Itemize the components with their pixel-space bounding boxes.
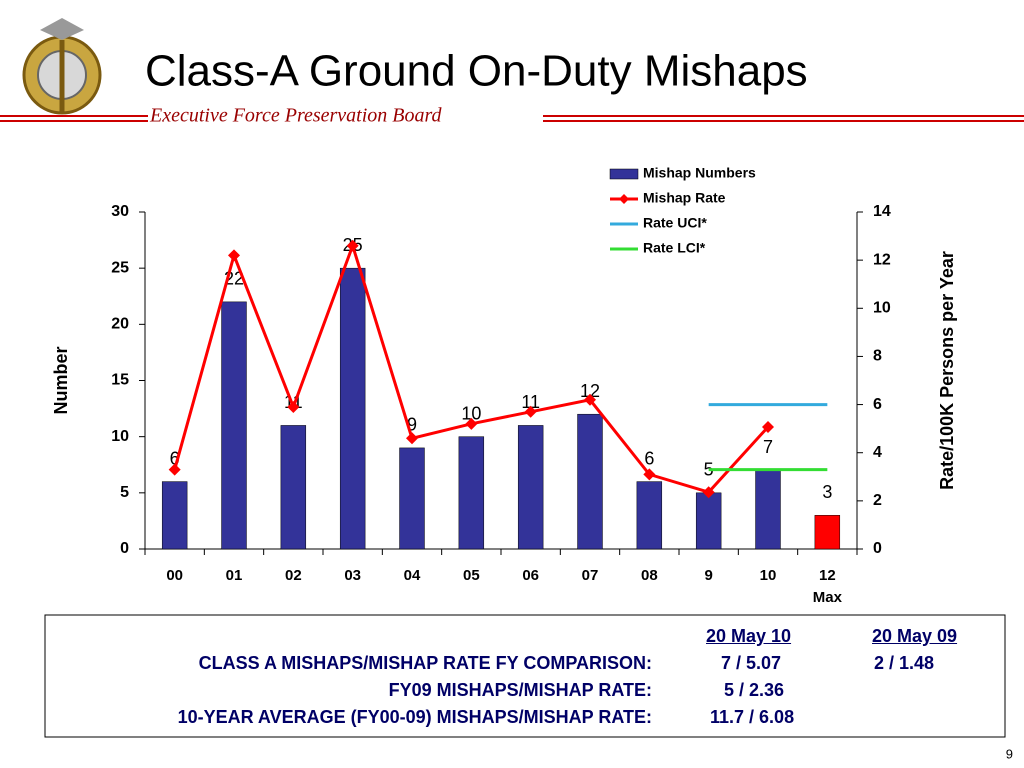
bar bbox=[458, 436, 485, 550]
marker bbox=[702, 486, 715, 499]
y2-tick-label: 14 bbox=[873, 203, 891, 220]
table-label: CLASS A MISHAPS/MISHAP RATE FY COMPARISO… bbox=[198, 653, 652, 673]
y-tick-label: 20 bbox=[111, 316, 129, 333]
marker bbox=[584, 393, 596, 406]
x-tick-label: 07 bbox=[582, 567, 599, 584]
table-cell: 11.7 / 6.08 bbox=[710, 707, 795, 727]
y-tick-label: 10 bbox=[111, 428, 129, 445]
x-tick-label: 02 bbox=[285, 567, 302, 584]
bar bbox=[221, 301, 247, 550]
emblem bbox=[22, 18, 102, 115]
x-tick-label: 00 bbox=[166, 567, 183, 584]
data-label: 9 bbox=[407, 415, 417, 435]
y-tick-label: 25 bbox=[111, 259, 129, 276]
table-header: 20 May 10 bbox=[706, 626, 792, 646]
marker bbox=[228, 249, 240, 262]
table-label: 10-YEAR AVERAGE (FY00-09) MISHAPS/MISHAP… bbox=[177, 707, 652, 727]
legend-label: Rate UCI* bbox=[643, 215, 707, 231]
x-tick-label: 01 bbox=[226, 567, 243, 584]
marker bbox=[643, 468, 656, 481]
marker bbox=[346, 239, 359, 252]
y-tick-label: 15 bbox=[111, 372, 129, 389]
y2-tick-label: 8 bbox=[873, 348, 882, 365]
bar bbox=[695, 492, 722, 550]
bar bbox=[636, 481, 663, 550]
bar bbox=[814, 515, 841, 550]
table-box bbox=[44, 614, 1006, 738]
x-tick-label: 9 bbox=[704, 567, 712, 584]
table-cell: 7 / 5.07 bbox=[721, 653, 782, 673]
slide-title: Class-A Ground On-Duty Mishaps bbox=[145, 47, 808, 96]
x-tick-label: 10 bbox=[760, 567, 777, 584]
y2-tick-label: 2 bbox=[873, 492, 882, 509]
subtitle: Executive Force Preservation Board bbox=[149, 105, 443, 127]
legend-label: Mishap Numbers bbox=[643, 165, 756, 181]
bar bbox=[755, 470, 781, 550]
data-label: 3 bbox=[822, 482, 832, 502]
x-tick-label: 08 bbox=[641, 567, 658, 584]
table-header: 20 May 09 bbox=[872, 626, 958, 646]
legend-swatch bbox=[609, 168, 639, 180]
marker bbox=[406, 432, 418, 445]
data-label: 6 bbox=[170, 448, 180, 468]
bar bbox=[339, 267, 366, 550]
x-tick-label: 03 bbox=[344, 567, 361, 584]
y-tick-label: 5 bbox=[120, 484, 129, 501]
y2-tick-label: 10 bbox=[873, 300, 891, 317]
marker bbox=[762, 420, 774, 433]
data-label: 10 bbox=[461, 403, 481, 423]
x-note: Max bbox=[813, 589, 843, 606]
x-tick-label: 04 bbox=[404, 567, 421, 584]
bar bbox=[161, 481, 188, 550]
data-label: 12 bbox=[580, 381, 600, 401]
y2-tick-label: 0 bbox=[873, 540, 882, 557]
data-label: 11 bbox=[521, 392, 540, 412]
data-label: 7 bbox=[763, 437, 773, 457]
table-cell: 5 / 2.36 bbox=[724, 680, 785, 700]
marker bbox=[168, 463, 181, 476]
marker bbox=[465, 417, 478, 430]
table-cell: 2 / 1.48 bbox=[874, 653, 935, 673]
bar bbox=[399, 447, 425, 550]
data-label: 6 bbox=[644, 448, 654, 468]
bar bbox=[280, 425, 307, 550]
y-axis-label: Number bbox=[51, 346, 71, 414]
y2-tick-label: 12 bbox=[873, 251, 891, 268]
legend-label: Mishap Rate bbox=[643, 190, 726, 206]
legend-marker bbox=[619, 194, 629, 204]
table-label: FY09 MISHAPS/MISHAP RATE: bbox=[388, 680, 652, 700]
page-number: 9 bbox=[1006, 746, 1013, 761]
legend-label: Rate LCI* bbox=[643, 240, 706, 256]
y-tick-label: 30 bbox=[111, 203, 129, 220]
x-tick-label: 06 bbox=[522, 567, 539, 584]
marker bbox=[287, 400, 300, 413]
y2-tick-label: 6 bbox=[873, 396, 882, 413]
y2-axis-label: Rate/100K Persons per Year bbox=[937, 251, 957, 490]
marker bbox=[524, 405, 537, 418]
y2-tick-label: 4 bbox=[873, 444, 882, 461]
x-tick-label: 05 bbox=[463, 567, 480, 584]
x-tick-label: 12 bbox=[819, 567, 836, 584]
bar bbox=[517, 425, 544, 550]
subtitle-bg bbox=[148, 104, 543, 128]
y-tick-label: 0 bbox=[120, 540, 129, 557]
bar bbox=[577, 413, 603, 550]
